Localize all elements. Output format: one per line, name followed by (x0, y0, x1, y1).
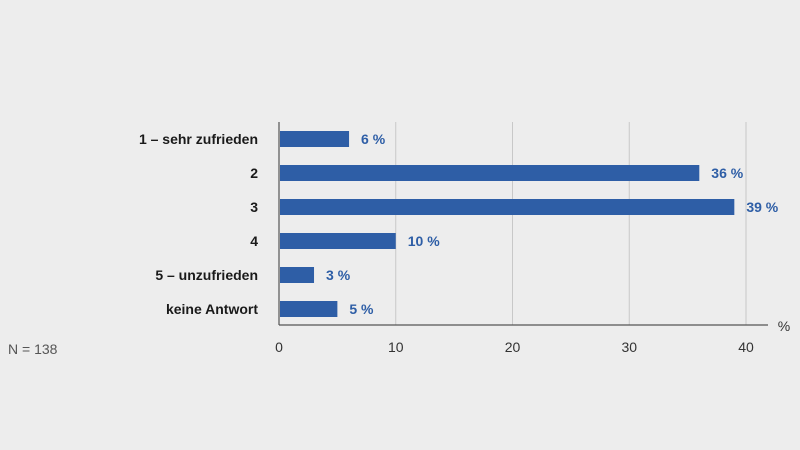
category-label: 5 – unzufrieden (155, 267, 258, 283)
x-tick-label: 30 (621, 339, 637, 355)
labels: 1 – sehr zufrieden 6 % 2 36 % 3 39 % 4 10 % 5 – … (139, 131, 779, 317)
category-label: 4 (250, 233, 258, 249)
value-label: 36 % (711, 165, 743, 181)
value-label: 3 % (326, 267, 351, 283)
bar (280, 165, 700, 181)
x-tick-label: 0 (275, 339, 283, 355)
category-label: 2 (250, 165, 258, 181)
bar (280, 199, 735, 215)
value-label: 5 % (349, 301, 374, 317)
category-label: keine Antwort (166, 301, 258, 317)
bar (280, 267, 315, 283)
bars (280, 131, 735, 317)
bar (280, 131, 350, 147)
grid-lines (395, 122, 747, 325)
sample-size-label: N = 138 (8, 341, 58, 357)
value-label: 6 % (361, 131, 386, 147)
value-label: 39 % (746, 199, 778, 215)
category-label: 3 (250, 199, 258, 215)
x-tick-label: 10 (388, 339, 404, 355)
bar (280, 233, 396, 249)
x-axis: 0 10 20 30 40 (275, 122, 768, 355)
bar (280, 301, 338, 317)
x-tick-label: 20 (505, 339, 521, 355)
category-label: 1 – sehr zufrieden (139, 131, 258, 147)
x-axis-unit-label: % (778, 318, 790, 334)
value-label: 10 % (408, 233, 440, 249)
x-tick-label: 40 (738, 339, 754, 355)
